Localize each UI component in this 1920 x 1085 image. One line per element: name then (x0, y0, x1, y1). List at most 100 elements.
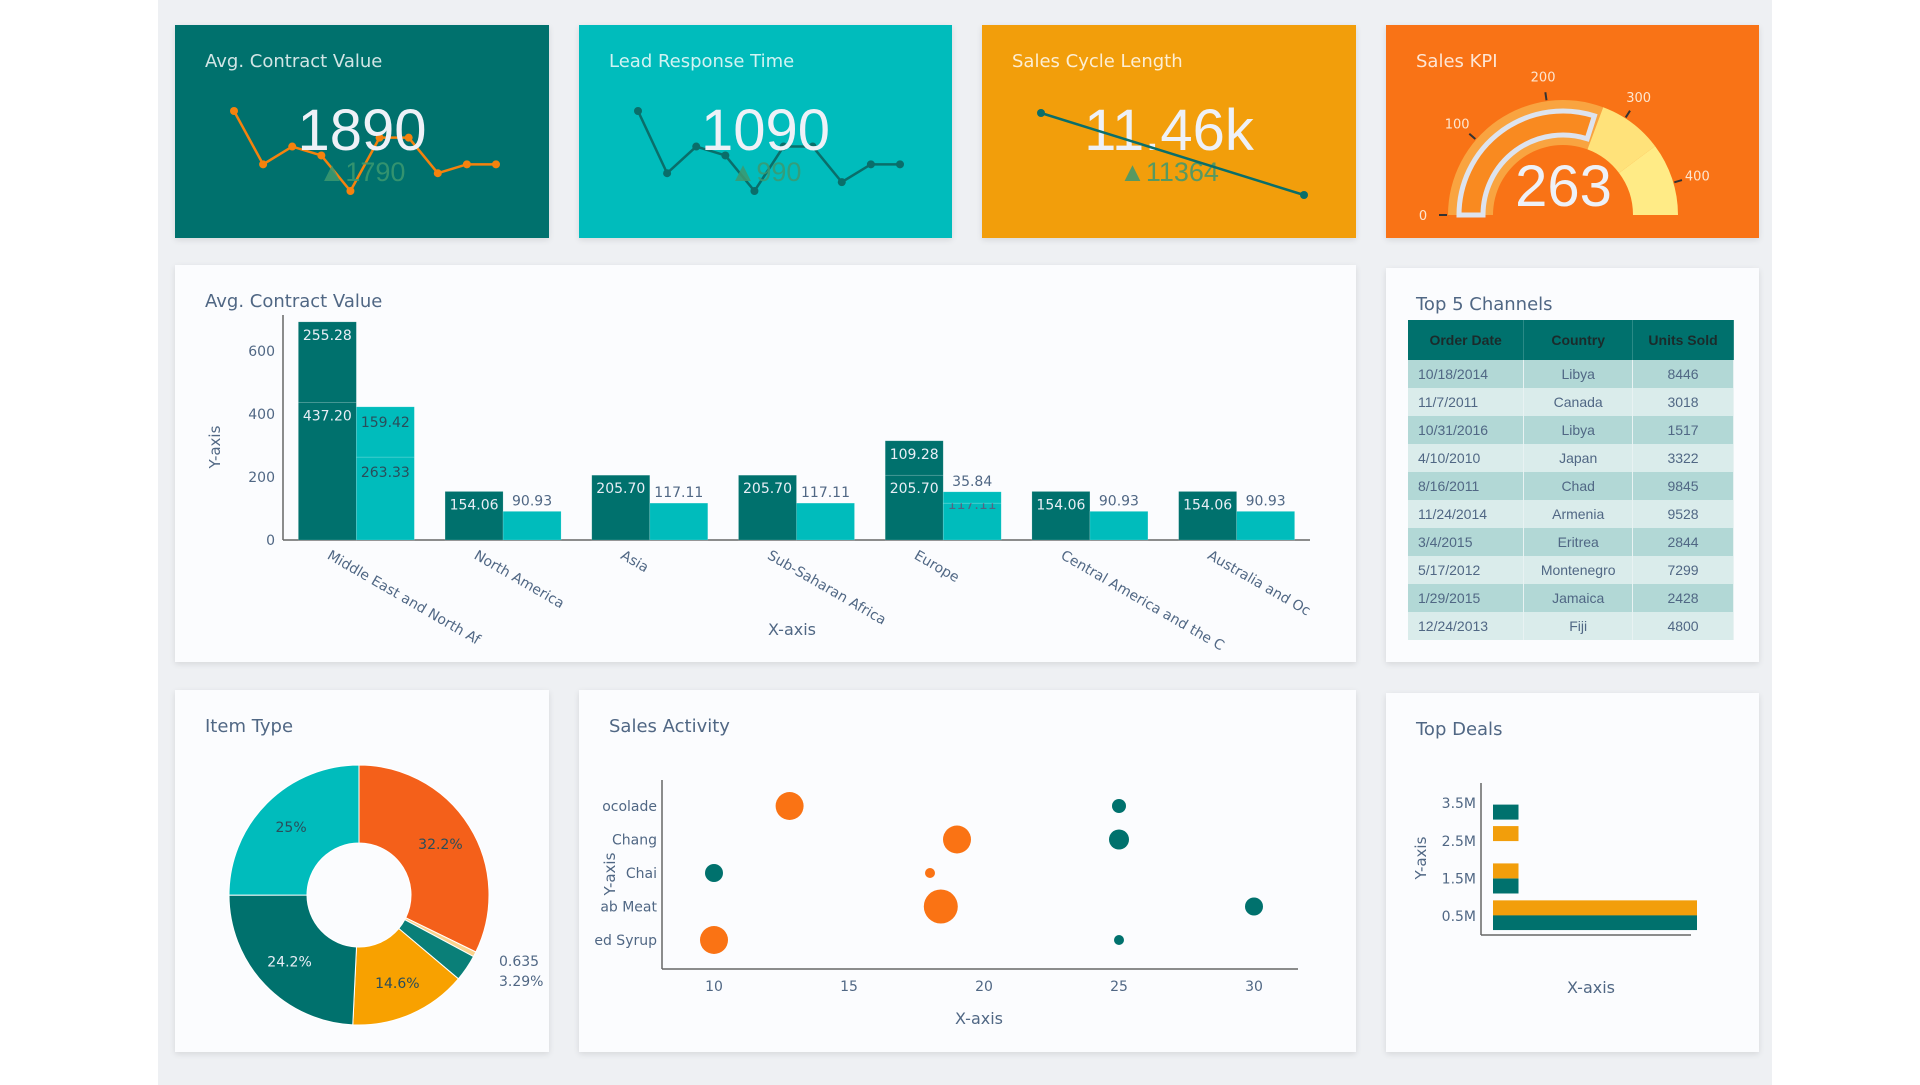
y-tick-label: 3.5M (1442, 796, 1476, 812)
gauge-tick (1468, 133, 1476, 140)
y-tick-label: 0 (266, 533, 275, 549)
sparkline-point (808, 142, 817, 151)
sparkline-point (346, 187, 355, 195)
sparkline-point (288, 142, 297, 151)
sparkline-point (317, 151, 326, 160)
table-cell: 3322 (1632, 444, 1734, 472)
table-cell: 11/7/2011 (1408, 388, 1525, 416)
y-tick-label: 1.5M (1442, 871, 1476, 887)
table-cell: Montenegro (1523, 556, 1634, 584)
pie-label: 24.2% (267, 954, 311, 970)
sparkline-point (634, 107, 642, 115)
gauge-tick-label: 300 (1626, 91, 1651, 106)
gauge-tick (1544, 92, 1548, 101)
table-cell: Chad (1523, 472, 1634, 500)
bar (1178, 491, 1237, 541)
table-cell: 11/24/2014 (1408, 500, 1525, 528)
sparkline-point (663, 169, 672, 178)
table-cell: 10/18/2014 (1408, 360, 1525, 388)
y-tick-label: 200 (248, 470, 275, 486)
bar (1493, 915, 1697, 931)
column-header[interactable]: Units Sold (1632, 320, 1734, 360)
gauge-tick-label: 400 (1685, 170, 1710, 185)
pie-slice (358, 764, 490, 953)
kpi-value: 1090 (700, 98, 831, 163)
bar-label: 205.70 (890, 481, 939, 497)
y-tick-label: Chai (626, 866, 657, 882)
table-cell: 2428 (1632, 584, 1734, 612)
kpi-title: Lead Response Time (609, 51, 795, 72)
x-axis-title: X-axis (768, 620, 816, 639)
bar (1493, 863, 1519, 879)
bar (1493, 878, 1519, 894)
table-cell: Canada (1523, 388, 1634, 416)
gauge-tick-label: 100 (1445, 117, 1470, 132)
x-tick-label: 20 (975, 979, 993, 995)
gauge-tick-label: 200 (1531, 70, 1556, 85)
bar-label: 90.93 (1099, 493, 1139, 509)
channels-table: Order Date Country Units Sold 10/18/2014 Lib… (1408, 320, 1734, 640)
bubble-point (1109, 829, 1129, 850)
bar (1493, 804, 1519, 820)
bar (884, 440, 944, 476)
scatter-chart-card: Sales Activity 10 15 20 25 30 ocolade Chang Cha… (579, 690, 1356, 1052)
kpi-value: 1890 (297, 98, 427, 163)
table-cell: Libya (1523, 360, 1634, 388)
kpi-card-lead-response-time: Lead Response Time 1090 ▲990 (579, 25, 952, 238)
bar (796, 502, 855, 541)
bar-label: 117.11 (654, 485, 703, 501)
x-tick-label: 30 (1245, 979, 1263, 995)
y-tick-label: 2.5M (1442, 834, 1476, 850)
table-cell: Eritrea (1523, 528, 1634, 556)
kpi-title: Avg. Contract Value (205, 51, 383, 72)
column-header[interactable]: Country (1523, 320, 1634, 360)
top-deals-card: Top Deals 0.5M 1.5M 2.5M 3.5M X-axis Y-axis (1386, 693, 1759, 1052)
table-cell: 3018 (1632, 388, 1734, 416)
table-cell: 7299 (1632, 556, 1734, 584)
bar (356, 456, 415, 541)
bubble-point (1114, 935, 1124, 945)
bar (942, 502, 1002, 541)
kpi-delta: ▲1790 (318, 157, 406, 187)
sparkline-point (896, 160, 904, 169)
x-tick-label: Australia and Oc (1205, 548, 1313, 620)
chart-title: Item Type (205, 716, 294, 737)
sparkline-point (750, 187, 759, 195)
x-tick-label: 15 (840, 979, 858, 995)
x-tick-label: Middle East and North Af (324, 548, 483, 649)
chart-title: Sales Activity (609, 716, 730, 737)
bar-label: 159.42 (361, 415, 410, 431)
bar-label: 35.84 (952, 474, 992, 490)
table-cell: 1517 (1632, 416, 1734, 444)
y-tick-label: ed Syrup (594, 933, 657, 949)
table-cell: 1/29/2015 (1408, 584, 1525, 612)
bar (942, 491, 1002, 504)
pie-label: 25% (276, 820, 307, 836)
sparkline-line (1040, 111, 1305, 197)
bar (1236, 511, 1295, 541)
y-axis-title: Y-axis (206, 425, 224, 469)
x-tick-label: Asia (618, 548, 651, 577)
gauge-tick (1674, 179, 1683, 184)
gauge-step (1587, 107, 1656, 174)
bar-chart: 0 200 400 600 Y-axis X-axis 437.20 255.28 263.33… (206, 315, 1313, 654)
y-tick-label: ocolade (602, 799, 657, 815)
x-tick-label: North America (471, 548, 567, 613)
sparkline-line (232, 110, 496, 194)
bar (298, 321, 357, 403)
table-cell: 9845 (1632, 472, 1734, 500)
gauge-step (1619, 146, 1678, 215)
chart-title: Top Deals (1416, 719, 1503, 740)
table-cell: 4800 (1632, 612, 1734, 640)
column-header[interactable]: Order Date (1408, 320, 1525, 360)
table-cell: 3/4/2015 (1408, 528, 1525, 556)
kpi-card-avg-contract-value: Avg. Contract Value 1890 ▲1790 (175, 25, 549, 238)
bar-label: 437.20 (303, 408, 352, 424)
table-row: 12/24/2013 Fiji 4800 (1408, 612, 1734, 640)
table-row: 11/24/2014 Armenia 9528 (1408, 500, 1734, 528)
table-row: 11/7/2011 Canada 3018 (1408, 388, 1734, 416)
bar-label: 205.70 (596, 481, 645, 497)
sparkline-point (230, 107, 238, 115)
sparkline-point (866, 160, 875, 169)
x-tick-label: 25 (1110, 979, 1128, 995)
